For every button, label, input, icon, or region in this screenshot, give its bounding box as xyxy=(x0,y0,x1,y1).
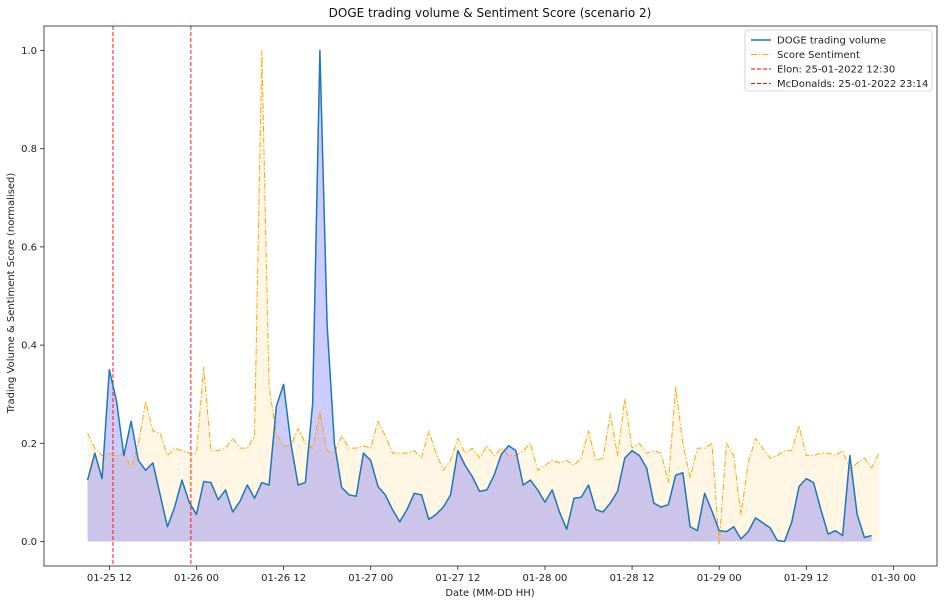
series-line-0 xyxy=(86,49,872,543)
series-fill-0 xyxy=(87,50,872,542)
y-axis-title: Trading Volume & Sentiment Score (normal… xyxy=(6,173,17,415)
series-lines xyxy=(86,49,880,545)
y-tick-label: 0.6 xyxy=(21,242,37,253)
legend-label-3: McDonalds: 25-01-2022 23:14 xyxy=(777,79,928,90)
series-line-1 xyxy=(87,50,880,545)
x-axis: 01-25 12 01-26 00 01-26 12 01-27 00 01-27 12… xyxy=(87,566,916,584)
series-fills xyxy=(87,50,879,544)
y-tick-label: 0.4 xyxy=(21,341,37,352)
legend-box xyxy=(744,29,933,92)
x-tick-label: 01-28 12 xyxy=(610,573,655,584)
legend: DOGE trading volume Score Sentiment Elon: … xyxy=(744,29,933,92)
y-axis: 0.0 0.2 0.4 0.6 0.8 1.0 xyxy=(21,46,44,548)
x-tick-label: 01-26 12 xyxy=(261,573,306,584)
legend-label-1: Score Sentiment xyxy=(777,50,860,61)
y-tick-label: 1.0 xyxy=(21,46,37,57)
series-fill-1 xyxy=(87,50,879,544)
plot-frame xyxy=(43,25,938,567)
plot-area xyxy=(86,26,880,566)
x-axis-title: Date (MM-DD HH) xyxy=(445,588,534,599)
y-tick-label: 0.2 xyxy=(21,439,37,450)
x-tick-label: 01-30 00 xyxy=(871,573,916,584)
x-tick-label: 01-26 00 xyxy=(174,573,219,584)
x-tick-label: 01-29 12 xyxy=(784,573,829,584)
x-tick-label: 01-28 00 xyxy=(522,573,567,584)
event-lines xyxy=(112,26,192,566)
y-tick-label: 0.8 xyxy=(21,144,37,155)
legend-label-2: Elon: 25-01-2022 12:30 xyxy=(777,65,895,76)
legend-label-0: DOGE trading volume xyxy=(777,36,886,47)
x-tick-label: 01-27 12 xyxy=(435,573,480,584)
y-tick-label: 0.0 xyxy=(21,537,37,548)
chart-title: DOGE trading volume & Sentiment Score (s… xyxy=(329,6,652,20)
x-tick-label: 01-27 00 xyxy=(348,573,393,584)
x-tick-label: 01-29 00 xyxy=(697,573,742,584)
x-tick-label: 01-25 12 xyxy=(87,573,132,584)
